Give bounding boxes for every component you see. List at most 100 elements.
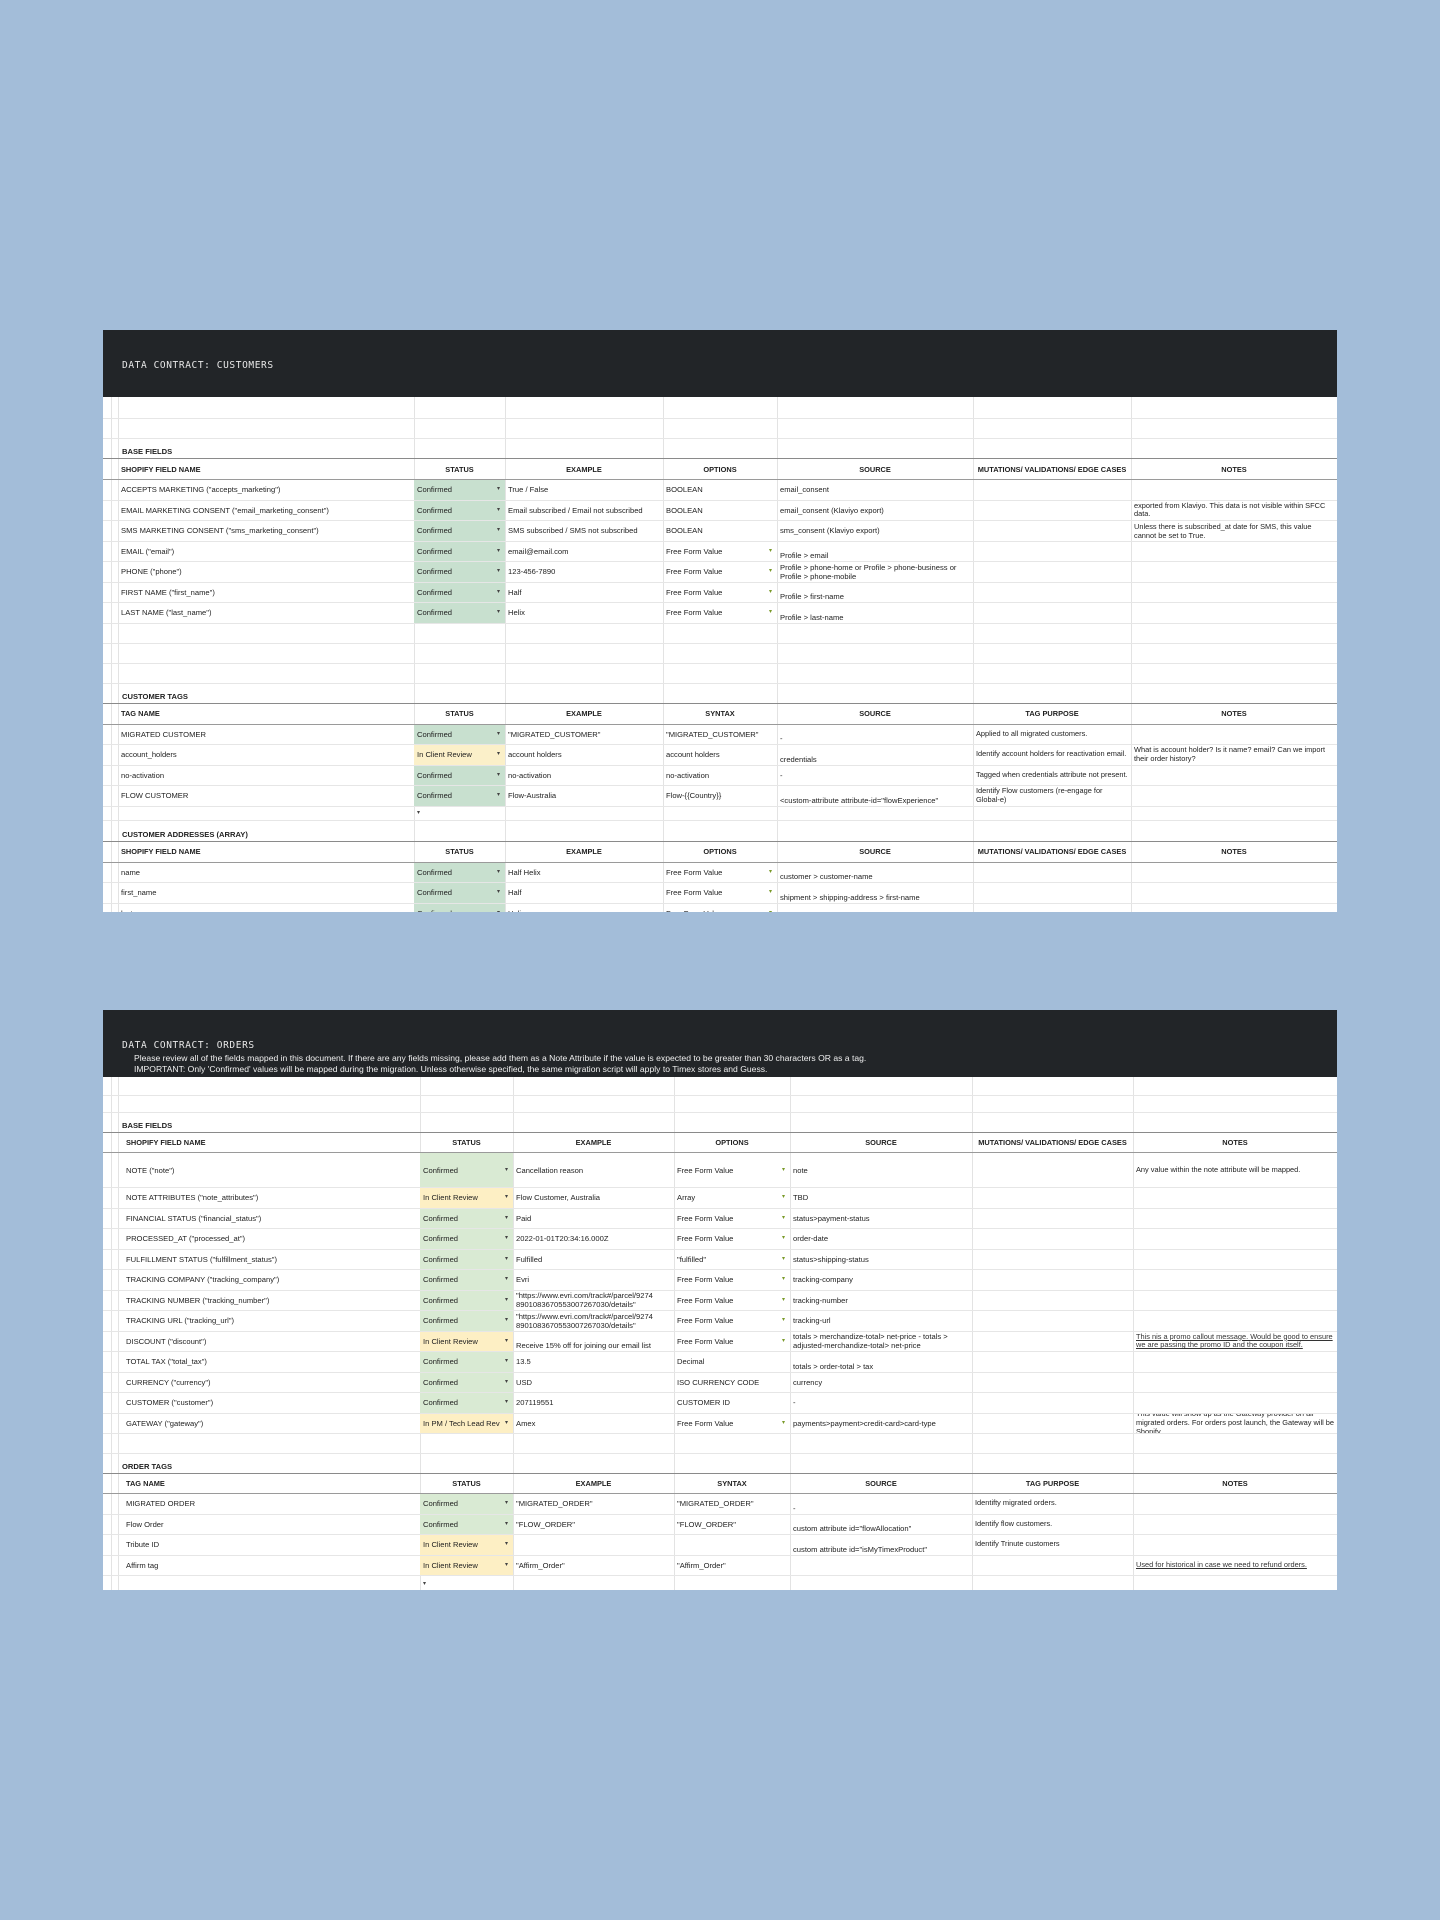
cell-options-dropdown[interactable]: Free Form Value ▾ (674, 1291, 790, 1311)
chevron-down-icon[interactable]: ▾ (504, 1194, 508, 1201)
cell-options-dropdown[interactable]: Free Form Value ▾ (663, 904, 777, 912)
status-dropdown[interactable]: Confirmed ▾ (420, 1153, 513, 1187)
chevron-down-icon[interactable]: ▾ (781, 1255, 785, 1262)
cell-options-dropdown[interactable]: Free Form Value ▾ (674, 1414, 790, 1434)
cell-options-dropdown[interactable]: Free Form Value ▾ (674, 1311, 790, 1331)
cell-options-dropdown[interactable]: Free Form Value ▾ (663, 603, 777, 623)
chevron-down-icon[interactable]: ▾ (496, 486, 500, 493)
chevron-down-icon[interactable]: ▾ (504, 1276, 508, 1283)
status-dropdown[interactable]: In Client Review ▾ (414, 745, 505, 765)
chevron-down-icon[interactable]: ▾ (497, 909, 502, 912)
chevron-down-icon[interactable]: ▾ (496, 588, 500, 595)
chevron-down-icon[interactable]: ▾ (781, 1166, 785, 1173)
cell-options-dropdown[interactable]: Free Form Value ▾ (663, 863, 777, 883)
status-dropdown[interactable]: Confirmed ▾ (414, 603, 505, 623)
cell-options-dropdown[interactable]: Array ▾ (674, 1188, 790, 1208)
status-dropdown[interactable]: In Client Review ▾ (420, 1535, 513, 1555)
status-dropdown[interactable]: Confirmed ▾ (414, 500, 505, 520)
chevron-down-icon[interactable]: ▾ (504, 1520, 508, 1527)
status-dropdown[interactable]: Confirmed ▾ (420, 1270, 513, 1290)
chevron-down-icon[interactable]: ▾ (768, 889, 772, 896)
status-dropdown[interactable]: Confirmed ▾ (420, 1229, 513, 1249)
chevron-down-icon[interactable]: ▾ (504, 1317, 508, 1324)
cell-options-dropdown[interactable]: Free Form Value ▾ (674, 1153, 790, 1187)
status-dropdown[interactable]: Confirmed ▾ (420, 1311, 513, 1331)
chevron-down-icon[interactable]: ▾ (496, 868, 500, 875)
status-dropdown[interactable]: Confirmed ▾ (420, 1372, 513, 1392)
chevron-down-icon[interactable]: ▾ (781, 1276, 785, 1283)
chevron-down-icon[interactable]: ▾ (496, 547, 500, 554)
cell-options-dropdown[interactable]: Free Form Value ▾ (674, 1332, 790, 1352)
chevron-down-icon[interactable]: ▾ (768, 609, 772, 616)
status-dropdown[interactable]: Confirmed ▾ (420, 1494, 513, 1514)
chevron-down-icon[interactable]: ▾ (504, 1337, 508, 1344)
chevron-down-icon[interactable]: ▾ (504, 1255, 508, 1262)
chevron-down-icon[interactable]: ▾ (423, 1581, 427, 1587)
cell-options-dropdown[interactable]: Free Form Value ▾ (674, 1270, 790, 1290)
status-dropdown[interactable]: Confirmed ▾ (414, 562, 505, 582)
chevron-down-icon[interactable]: ▾ (768, 588, 772, 595)
chevron-down-icon[interactable]: ▾ (504, 1378, 508, 1385)
chevron-down-icon[interactable]: ▾ (504, 1541, 508, 1548)
chevron-down-icon[interactable]: ▾ (417, 809, 421, 816)
chevron-down-icon[interactable]: ▾ (496, 771, 500, 778)
chevron-down-icon[interactable]: ▾ (781, 1214, 785, 1221)
chevron-down-icon[interactable]: ▾ (768, 868, 772, 875)
chevron-down-icon[interactable]: ▾ (781, 1235, 785, 1242)
status-dropdown[interactable]: Confirmed ▾ (420, 1249, 513, 1269)
status-dropdown[interactable]: ▾ (420, 1576, 513, 1590)
chevron-down-icon[interactable]: ▾ (504, 1166, 508, 1173)
status-dropdown[interactable]: Confirmed ▾ (414, 724, 505, 744)
status-dropdown[interactable]: Confirmed ▾ (414, 521, 505, 541)
status-dropdown[interactable]: Confirmed ▾ (414, 786, 505, 806)
chevron-down-icon[interactable]: ▾ (781, 1317, 785, 1324)
cell-options-dropdown[interactable]: Free Form Value ▾ (674, 1229, 790, 1249)
chevron-down-icon[interactable]: ▾ (781, 1419, 785, 1426)
chevron-down-icon[interactable]: ▾ (768, 568, 772, 575)
chevron-down-icon[interactable]: ▾ (496, 506, 500, 513)
status-dropdown[interactable]: ▾ (414, 807, 505, 820)
status-dropdown[interactable]: Confirmed ▾ (414, 903, 505, 912)
chevron-down-icon[interactable]: ▾ (496, 889, 500, 896)
status-dropdown[interactable]: Confirmed ▾ (420, 1393, 513, 1413)
status-dropdown[interactable]: Confirmed ▾ (420, 1290, 513, 1310)
status-dropdown[interactable]: Confirmed ▾ (420, 1208, 513, 1228)
cell-options-dropdown[interactable]: Free Form Value ▾ (674, 1209, 790, 1229)
chevron-down-icon[interactable]: ▾ (496, 527, 500, 534)
cell-options-dropdown[interactable]: Free Form Value ▾ (663, 562, 777, 582)
chevron-down-icon[interactable]: ▾ (781, 1337, 785, 1344)
chevron-down-icon[interactable]: ▾ (496, 568, 500, 575)
chevron-down-icon[interactable]: ▾ (504, 1561, 508, 1568)
status-dropdown[interactable]: Confirmed ▾ (414, 480, 505, 500)
chevron-down-icon[interactable]: ▾ (768, 547, 772, 554)
chevron-down-icon[interactable]: ▾ (504, 1214, 508, 1221)
status-dropdown[interactable]: Confirmed ▾ (420, 1352, 513, 1372)
chevron-down-icon[interactable]: ▾ (781, 1296, 785, 1303)
status-dropdown[interactable]: In PM / Tech Lead Rev ▾ (420, 1413, 513, 1433)
status-dropdown[interactable]: Confirmed ▾ (414, 765, 505, 785)
chevron-down-icon[interactable]: ▾ (496, 730, 500, 737)
status-dropdown[interactable]: Confirmed ▾ (414, 582, 505, 602)
chevron-down-icon[interactable]: ▾ (781, 1194, 785, 1201)
chevron-down-icon[interactable]: ▾ (504, 1419, 508, 1426)
status-dropdown[interactable]: In Client Review ▾ (420, 1331, 513, 1351)
cell-options-dropdown[interactable]: "fulfilled" ▾ (674, 1250, 790, 1270)
chevron-down-icon[interactable]: ▾ (504, 1358, 508, 1365)
cell-options-dropdown[interactable]: Free Form Value ▾ (663, 883, 777, 903)
chevron-down-icon[interactable]: ▾ (504, 1296, 508, 1303)
chevron-down-icon[interactable]: ▾ (504, 1500, 508, 1507)
status-dropdown[interactable]: Confirmed ▾ (414, 541, 505, 561)
chevron-down-icon[interactable]: ▾ (496, 609, 500, 616)
chevron-down-icon[interactable]: ▾ (504, 1235, 508, 1242)
chevron-down-icon[interactable]: ▾ (496, 792, 500, 799)
status-dropdown[interactable]: Confirmed ▾ (414, 883, 505, 903)
cell-options-dropdown[interactable]: Free Form Value ▾ (663, 583, 777, 603)
cell-options-dropdown[interactable]: Free Form Value ▾ (663, 542, 777, 562)
status-dropdown[interactable]: Confirmed ▾ (414, 862, 505, 882)
status-dropdown[interactable]: Confirmed ▾ (420, 1514, 513, 1534)
status-dropdown[interactable]: In Client Review ▾ (420, 1188, 513, 1208)
status-dropdown[interactable]: In Client Review ▾ (420, 1555, 513, 1575)
chevron-down-icon[interactable]: ▾ (496, 751, 500, 758)
chevron-down-icon[interactable]: ▾ (504, 1399, 508, 1406)
chevron-down-icon[interactable]: ▾ (769, 909, 774, 912)
